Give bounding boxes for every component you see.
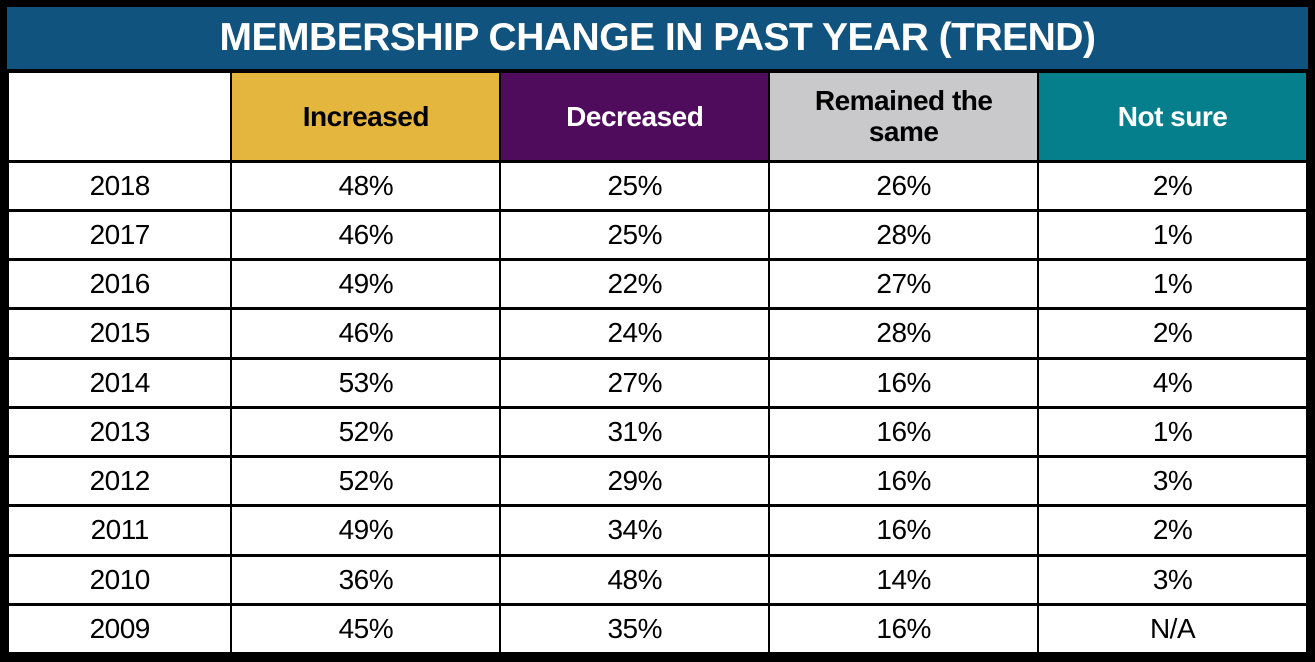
year-cell: 2012	[6, 454, 233, 508]
column-header-decreased: Decreased	[499, 73, 771, 163]
table-row: 2011 49% 34% 16% 2%	[6, 504, 1308, 557]
table-row: 2018 48% 25% 26% 2%	[6, 159, 1308, 212]
value-cell: 49%	[230, 504, 502, 557]
value-cell: 49%	[230, 257, 502, 311]
value-cell: 53%	[230, 356, 502, 409]
table-row: 2013 52% 31% 16% 1%	[6, 405, 1308, 459]
value-cell: 4%	[1037, 356, 1308, 409]
table-row: 2010 36% 48% 14% 3%	[6, 553, 1308, 606]
table-row: 2016 49% 22% 27% 1%	[6, 257, 1308, 311]
table-row: 2009 45% 35% 16% N/A	[6, 602, 1308, 656]
value-cell: 28%	[768, 307, 1040, 360]
value-cell: 28%	[768, 208, 1040, 262]
value-cell: 27%	[499, 356, 771, 409]
table-row: 2015 46% 24% 28% 2%	[6, 307, 1308, 360]
value-cell: 25%	[499, 159, 771, 212]
membership-trend-table: Increased Decreased Remained the same Not s…	[6, 73, 1308, 656]
value-cell: 48%	[499, 553, 771, 606]
value-cell: 16%	[768, 356, 1040, 409]
value-cell: 45%	[230, 602, 502, 656]
value-cell: 3%	[1037, 454, 1308, 508]
value-cell: 34%	[499, 504, 771, 557]
year-cell: 2015	[6, 307, 233, 360]
table-row: 2012 52% 29% 16% 3%	[6, 454, 1308, 508]
value-cell: 24%	[499, 307, 771, 360]
column-header-not-sure: Not sure	[1037, 73, 1308, 163]
year-cell: 2016	[6, 257, 233, 311]
table-title: MEMBERSHIP CHANGE IN PAST YEAR (TREND)	[7, 7, 1308, 73]
value-cell: 26%	[768, 159, 1040, 212]
value-cell: 14%	[768, 553, 1040, 606]
year-cell: 2013	[6, 405, 233, 459]
year-cell: 2017	[6, 208, 233, 262]
value-cell: 2%	[1037, 159, 1308, 212]
value-cell: 29%	[499, 454, 771, 508]
value-cell: 1%	[1037, 208, 1308, 262]
value-cell: 1%	[1037, 405, 1308, 459]
corner-cell	[6, 73, 233, 163]
value-cell: 3%	[1037, 553, 1308, 606]
value-cell: N/A	[1037, 602, 1308, 656]
header-row: Increased Decreased Remained the same Not s…	[6, 73, 1308, 163]
year-cell: 2010	[6, 553, 233, 606]
column-header-remained-the-same: Remained the same	[768, 73, 1040, 163]
value-cell: 2%	[1037, 504, 1308, 557]
value-cell: 1%	[1037, 257, 1308, 311]
value-cell: 35%	[499, 602, 771, 656]
value-cell: 52%	[230, 454, 502, 508]
value-cell: 48%	[230, 159, 502, 212]
value-cell: 46%	[230, 208, 502, 262]
value-cell: 27%	[768, 257, 1040, 311]
value-cell: 22%	[499, 257, 771, 311]
table-row: 2014 53% 27% 16% 4%	[6, 356, 1308, 409]
year-cell: 2009	[6, 602, 233, 656]
value-cell: 52%	[230, 405, 502, 459]
value-cell: 2%	[1037, 307, 1308, 360]
year-cell: 2011	[6, 504, 233, 557]
value-cell: 16%	[768, 405, 1040, 459]
table-row: 2017 46% 25% 28% 1%	[6, 208, 1308, 262]
year-cell: 2014	[6, 356, 233, 409]
value-cell: 25%	[499, 208, 771, 262]
value-cell: 46%	[230, 307, 502, 360]
column-header-increased: Increased	[230, 73, 502, 163]
value-cell: 16%	[768, 454, 1040, 508]
year-cell: 2018	[6, 159, 233, 212]
value-cell: 16%	[768, 504, 1040, 557]
value-cell: 16%	[768, 602, 1040, 656]
value-cell: 31%	[499, 405, 771, 459]
value-cell: 36%	[230, 553, 502, 606]
